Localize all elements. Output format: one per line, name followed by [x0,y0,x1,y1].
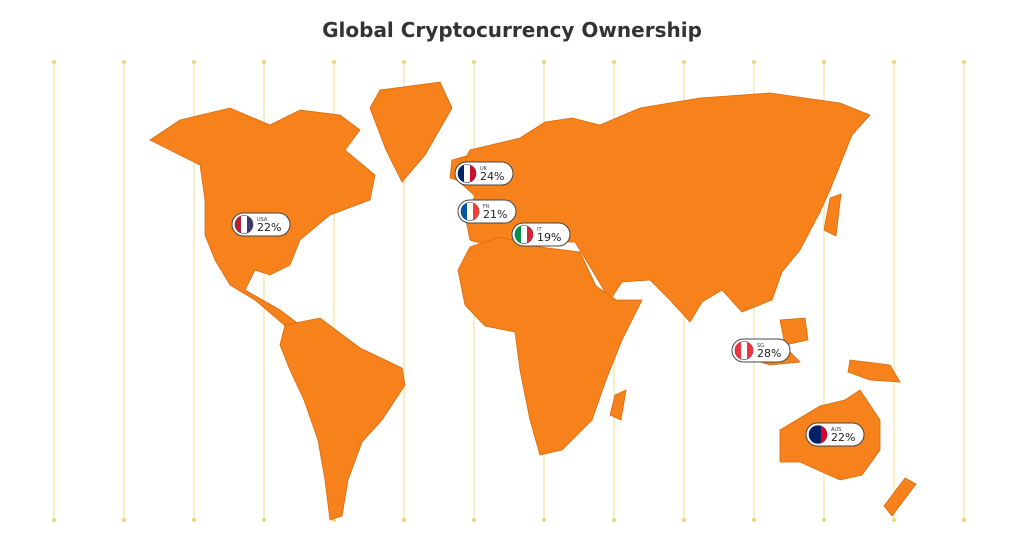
madagascar [609,389,627,421]
flag [747,342,754,359]
flag [515,226,521,243]
flag [527,226,533,243]
marker-value: 22% [831,431,855,444]
meridian-dot [892,60,896,64]
meridian-dot [612,60,616,64]
meridian-dot [822,60,826,64]
meridian-dot [682,518,686,522]
meridian-dot [332,60,336,64]
meridian-dot [752,60,756,64]
marker-code: UK [480,166,488,172]
map-title: Global Cryptocurrency Ownership [322,18,702,42]
meridian-dot [822,518,826,522]
meridian-dot [542,60,546,64]
meridian-dot [962,60,966,64]
marker-value: 28% [757,347,781,360]
meridian-dot [52,518,56,522]
flag [470,165,476,182]
marker-value: 24% [480,170,504,183]
flag [735,342,741,359]
meridian-dot [472,60,476,64]
meridian-dot [122,60,126,64]
marker-value: 22% [257,221,281,234]
flag [460,203,467,220]
borneo [779,317,809,346]
meridian-dot [402,518,406,522]
meridian-dot [262,60,266,64]
meridian-dot [402,60,406,64]
flag [473,203,479,220]
marker-code: AUS [831,427,841,433]
meridian-dot [192,518,196,522]
meridian-dot [962,518,966,522]
meridian-dot [472,518,476,522]
meridian-dot [682,60,686,64]
flag [234,216,241,233]
meridian-dot [192,60,196,64]
new-guinea [847,359,901,383]
marker-value: 19% [537,231,561,244]
south-america [279,317,406,521]
continents [149,81,917,521]
meridian-dot [262,518,266,522]
meridian-dot [752,518,756,522]
meridian-dot [52,60,56,64]
marker-code: USA [257,217,268,223]
flag [457,165,464,182]
flag [247,216,254,233]
marker-code: FR [483,204,490,210]
marker-code: IT [537,227,542,233]
flag [821,426,828,443]
marker-value: 21% [483,208,507,221]
meridian-dot [542,518,546,522]
greenland [369,81,453,183]
meridian-dot [612,518,616,522]
new-zealand [883,477,917,517]
africa [457,236,643,456]
meridian-dot [122,518,126,522]
meridian-dot [892,518,896,522]
marker-code: SG [757,343,764,349]
flag [809,426,815,443]
japan [823,193,842,237]
